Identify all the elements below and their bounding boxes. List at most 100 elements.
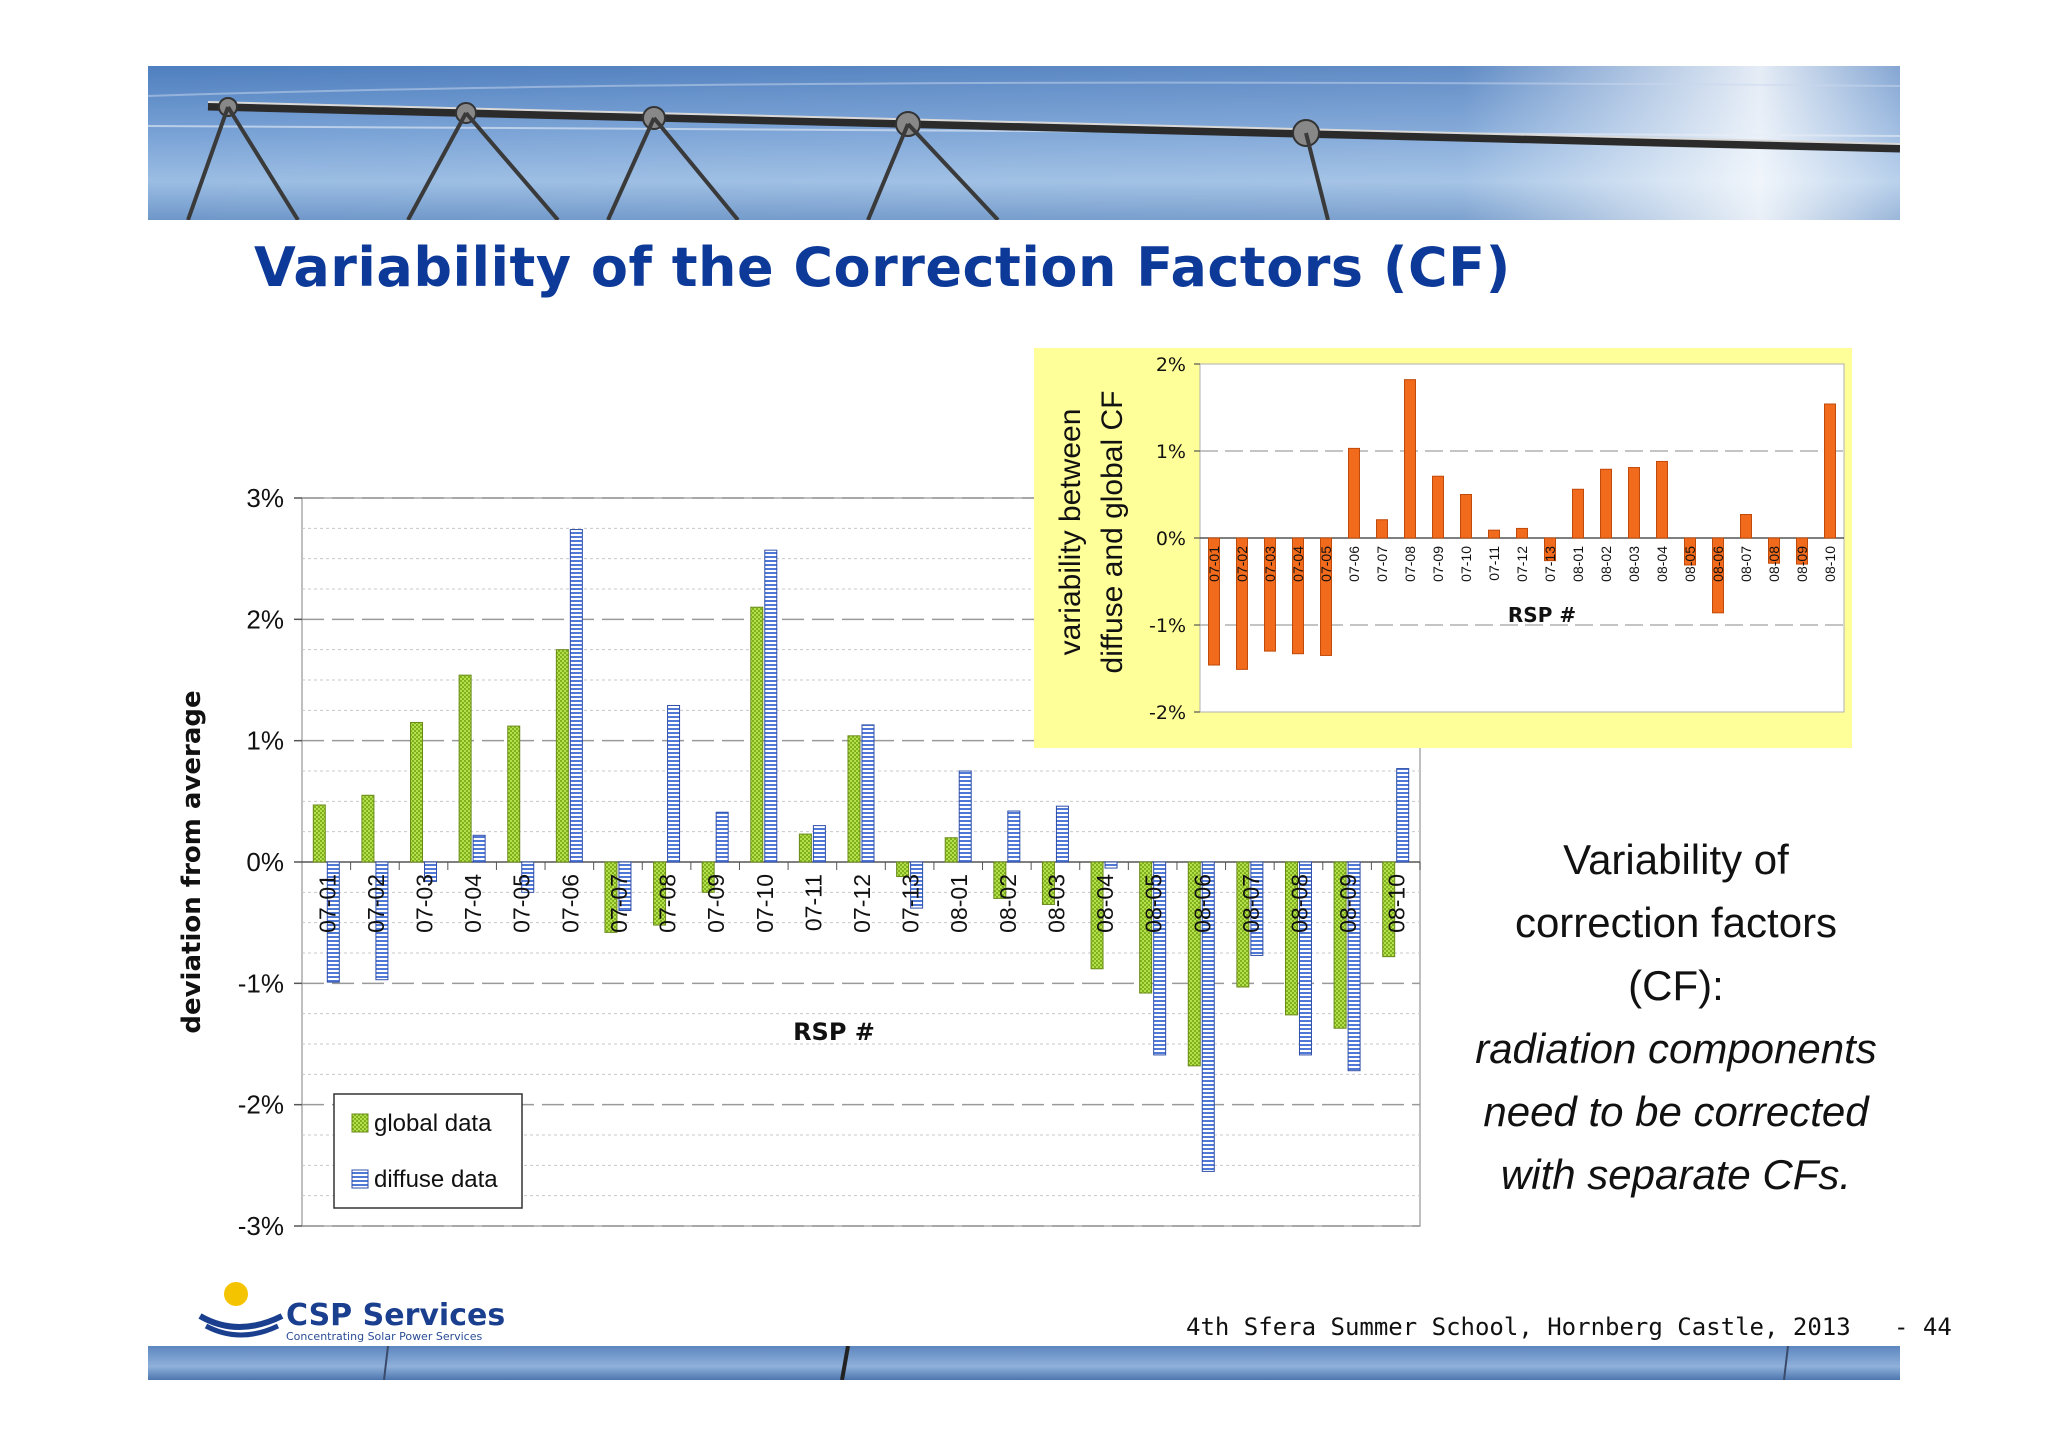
legend-global-swatch <box>351 1113 369 1133</box>
inset-bar <box>1376 519 1388 539</box>
inset-bar <box>1488 529 1500 539</box>
legend-global-label: global data <box>374 1110 492 1137</box>
inset-bar <box>1264 537 1276 652</box>
main-bar-global <box>1041 861 1055 905</box>
inset-x-tick-label: 08-08 <box>1766 546 1782 582</box>
main-bar-global <box>847 735 861 863</box>
inset-bar <box>1208 537 1220 666</box>
main-x-tick-label: 08-08 <box>1286 874 1312 933</box>
main-bar-diffuse <box>958 770 972 863</box>
header-banner-image <box>148 66 1900 220</box>
inset-y-tick-label: 2% <box>1156 354 1186 376</box>
main-bar-global <box>1236 861 1250 988</box>
inset-y-tick-label: -2% <box>1149 702 1186 724</box>
explanation-line: Variability of <box>1563 836 1789 883</box>
inset-bar <box>1572 488 1584 539</box>
inset-bar <box>1824 403 1836 539</box>
explanation-line: correction factors <box>1514 899 1838 946</box>
main-bar-global <box>555 649 569 863</box>
footer-text: 4th Sfera Summer School, Hornberg Castle… <box>1186 1313 1952 1341</box>
main-bar-diffuse <box>861 724 875 863</box>
inset-bar <box>1404 379 1416 539</box>
main-bar-global <box>410 721 424 863</box>
main-x-axis-label: RSP # <box>793 1018 875 1046</box>
inset-x-tick-label: 08-02 <box>1598 546 1614 582</box>
inset-y-axis-label-line1: variability between <box>1054 409 1087 656</box>
inset-bar <box>1712 537 1724 614</box>
inset-bar <box>1656 460 1668 539</box>
inset-x-tick-label: 08-03 <box>1626 546 1642 582</box>
main-bar-diffuse <box>618 861 632 912</box>
main-bar-diffuse <box>910 861 924 909</box>
main-x-tick-label: 08-10 <box>1384 874 1410 933</box>
main-y-tick-label: 3% <box>246 483 284 513</box>
main-bar-global <box>1187 861 1201 1067</box>
main-bar-global <box>604 861 618 933</box>
inset-x-tick-label: 07-02 <box>1234 546 1250 582</box>
main-y-tick-label: -1% <box>238 968 284 998</box>
inset-bar <box>1768 537 1780 564</box>
inset-y-tick-label: -1% <box>1149 615 1186 637</box>
main-bar-diffuse <box>1153 861 1167 1056</box>
main-bar-diffuse <box>812 825 826 863</box>
main-bar-global <box>944 837 958 863</box>
main-bar-global <box>1382 861 1396 958</box>
main-bar-diffuse <box>1396 768 1410 863</box>
explanation-text: Variability of correction factors (CF): rad… <box>1436 828 1916 1206</box>
main-x-tick-label: 07-05 <box>509 874 535 933</box>
legend-diffuse-swatch <box>351 1169 369 1189</box>
main-bar-diffuse <box>472 834 486 863</box>
main-bar-global <box>361 794 375 863</box>
inset-x-tick-label: 07-07 <box>1374 546 1390 582</box>
main-x-tick-label: 07-09 <box>703 874 729 933</box>
main-legend: global data diffuse data <box>333 1093 523 1209</box>
main-y-tick-label: 2% <box>246 604 284 634</box>
inset-bar <box>1236 537 1248 670</box>
inset-y-tick-label: 1% <box>1156 441 1186 463</box>
inset-x-tick-label: 08-06 <box>1710 546 1726 582</box>
main-bar-global <box>798 833 812 863</box>
logo-name: CSP Services <box>286 1298 506 1333</box>
inset-x-tick-label: 07-06 <box>1346 546 1362 582</box>
main-bar-diffuse <box>1007 810 1021 863</box>
main-bar-global <box>312 804 326 863</box>
inset-x-tick-label: 08-05 <box>1682 546 1698 582</box>
main-bar-global <box>1139 861 1153 994</box>
explanation-line: (CF): <box>1628 962 1724 1009</box>
main-x-tick-label: 07-07 <box>606 874 632 933</box>
main-x-tick-label: 07-02 <box>363 874 389 933</box>
inset-x-tick-label: 08-10 <box>1822 546 1838 582</box>
main-x-tick-label: 07-08 <box>655 874 681 933</box>
main-x-tick-label: 08-09 <box>1335 874 1361 933</box>
inset-x-tick-label: 07-01 <box>1206 546 1222 582</box>
inset-bar-chart: 2% 1% 0% -1% -2% 07-01 07-02 07-03 07-04 07-05 07… <box>1034 348 1852 748</box>
inset-bar <box>1600 468 1612 539</box>
explanation-line: need to be corrected <box>1483 1088 1869 1135</box>
main-bar-diffuse <box>424 861 438 882</box>
inset-bar <box>1432 475 1444 539</box>
inset-x-tick-label: 07-13 <box>1542 546 1558 582</box>
main-x-tick-label: 08-03 <box>1043 874 1069 933</box>
main-y-tick-label: 1% <box>246 726 284 756</box>
inset-x-tick-label: 08-07 <box>1738 546 1754 582</box>
inset-x-tick-label: 07-10 <box>1458 546 1474 582</box>
main-bar-global <box>653 861 667 926</box>
slide-title: Variability of the Correction Factors (C… <box>254 236 1511 299</box>
main-bar-diffuse <box>1201 861 1215 1172</box>
main-x-tick-label: 07-12 <box>849 874 875 933</box>
inset-bar <box>1684 537 1696 566</box>
main-y-tick-label: 0% <box>246 847 284 877</box>
main-bar-global <box>1333 861 1347 1029</box>
main-y-tick-label: -3% <box>238 1211 284 1241</box>
main-bar-diffuse <box>569 529 583 863</box>
main-x-tick-label: 08-05 <box>1141 874 1167 933</box>
legend-diffuse-label: diffuse data <box>374 1166 498 1193</box>
inset-y-axis-label-line2: diffuse and global CF <box>1096 391 1129 674</box>
inset-x-tick-label: 08-04 <box>1654 546 1670 582</box>
main-x-tick-label: 07-11 <box>800 874 826 931</box>
inset-x-tick-label: 07-03 <box>1262 546 1278 582</box>
explanation-line: radiation components <box>1475 1025 1877 1072</box>
main-bar-global <box>993 861 1007 899</box>
main-y-tick-label: -2% <box>238 1090 284 1120</box>
main-x-tick-label: 07-04 <box>460 874 486 933</box>
